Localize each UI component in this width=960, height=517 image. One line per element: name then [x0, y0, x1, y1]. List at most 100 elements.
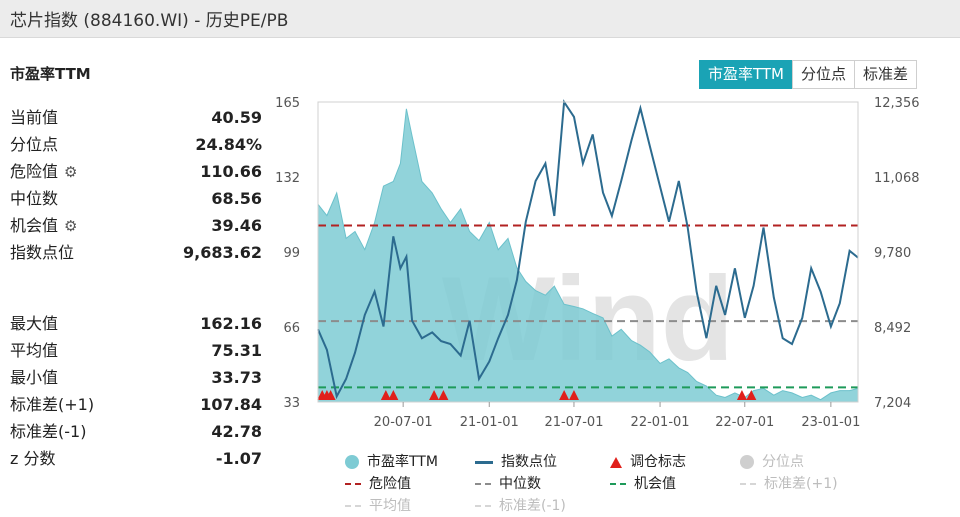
- stat-label: 标准差(-1): [10, 422, 87, 441]
- legend-label: 机会值: [634, 476, 676, 492]
- legend-label: 市盈率TTM: [367, 454, 438, 470]
- x-tick-label: 21-07-01: [544, 415, 603, 430]
- y-right-tick-label: 9,780: [874, 246, 911, 261]
- metric-tabs: 市盈率TTM 分位点 标准差: [699, 60, 918, 89]
- legend-label: 标准差(+1): [764, 476, 838, 492]
- stat-value: 39.46: [211, 216, 262, 235]
- legend-item[interactable]: 分位点: [740, 451, 804, 473]
- x-tick-label: 23-01-01: [801, 415, 860, 430]
- stat-value: 68.56: [211, 189, 262, 208]
- legend-triangle-icon: [610, 456, 622, 468]
- stat-value: 33.73: [211, 368, 262, 387]
- stat-value: 162.16: [200, 314, 262, 333]
- gear-icon[interactable]: ⚙: [64, 217, 78, 235]
- rebalance-marker[interactable]: [388, 390, 399, 400]
- stat-label: 标准差(+1): [10, 395, 95, 414]
- y-left-tick-label: 33: [283, 396, 300, 411]
- stat-max: 最大值 162.16: [10, 310, 262, 337]
- legend-label: 标准差(-1): [499, 498, 566, 514]
- pe-area-series: [317, 108, 859, 403]
- stat-median: 中位数 68.56: [10, 185, 262, 212]
- legend-dash-icon: [610, 483, 626, 485]
- legend-dash-icon: [345, 505, 361, 507]
- tab-pe-ttm[interactable]: 市盈率TTM: [699, 60, 794, 89]
- y-right-tick-label: 12,356: [874, 96, 920, 111]
- stat-label: 当前值: [10, 108, 59, 127]
- stat-label: 最大值: [10, 314, 59, 333]
- legend-label: 调仓标志: [630, 454, 686, 470]
- title-bar: 芯片指数 (884160.WI) - 历史PE/PB: [0, 0, 960, 38]
- legend-item[interactable]: 标准差(-1): [475, 495, 566, 517]
- y-left-tick-label: 66: [283, 321, 300, 336]
- legend-item[interactable]: 平均值: [345, 495, 411, 517]
- plot-frame: [317, 101, 859, 403]
- rebalance-marker[interactable]: [429, 390, 440, 400]
- stat-mean: 平均值 75.31: [10, 337, 262, 364]
- stat-opportunity: 机会值 ⚙ 39.46: [10, 212, 262, 239]
- legend-line-icon: [475, 460, 493, 464]
- stat-value: 75.31: [211, 341, 262, 360]
- legend-item[interactable]: 机会值: [610, 473, 676, 495]
- tab-std-dev[interactable]: 标准差: [854, 60, 918, 89]
- y-right-tick-label: 11,068: [874, 171, 920, 186]
- stat-value: 40.59: [211, 108, 262, 127]
- stat-label: 指数点位: [10, 243, 75, 262]
- x-tick-label: 22-01-01: [631, 415, 690, 430]
- y-left-tick-label: 99: [283, 246, 300, 261]
- stat-label: 危险值: [10, 162, 59, 181]
- y-left-tick-label: 165: [275, 96, 300, 111]
- stat-value: 107.84: [200, 395, 262, 414]
- rebalance-marker[interactable]: [559, 390, 570, 400]
- stat-label: 最小值: [10, 368, 59, 387]
- stat-value: 24.84%: [195, 135, 262, 154]
- legend-label: 分位点: [762, 454, 804, 470]
- y-left-tick-label: 132: [275, 171, 300, 186]
- y-right-tick-label: 7,204: [874, 396, 911, 411]
- legend-dash-icon: [345, 483, 361, 485]
- x-tick-label: 21-01-01: [460, 415, 519, 430]
- rebalance-marker[interactable]: [325, 390, 336, 400]
- stat-label: 中位数: [10, 189, 59, 208]
- legend-dash-icon: [475, 483, 491, 485]
- legend-item[interactable]: 市盈率TTM: [345, 451, 438, 473]
- stat-z-score: z 分数 -1.07: [10, 445, 262, 472]
- stat-current: 当前值 40.59: [10, 104, 262, 131]
- stat-label: z 分数: [10, 449, 56, 468]
- rebalance-marker[interactable]: [438, 390, 449, 400]
- stat-label: 分位点: [10, 135, 59, 154]
- legend-label: 中位数: [499, 476, 541, 492]
- legend-label: 平均值: [369, 498, 411, 514]
- index-line-series: [317, 99, 859, 400]
- legend-dash-icon: [475, 505, 491, 507]
- rebalance-marker[interactable]: [746, 390, 757, 400]
- legend-dash-icon: [740, 483, 756, 485]
- legend-item[interactable]: 危险值: [345, 473, 411, 495]
- tab-percentile[interactable]: 分位点: [792, 60, 856, 89]
- legend-item[interactable]: 中位数: [475, 473, 541, 495]
- legend-label: 指数点位: [501, 454, 557, 470]
- stat-value: 110.66: [200, 162, 262, 181]
- x-tick-label: 22-07-01: [715, 415, 774, 430]
- legend-label: 危险值: [369, 476, 411, 492]
- rebalance-marker[interactable]: [568, 390, 579, 400]
- window-title: 芯片指数 (884160.WI) - 历史PE/PB: [10, 11, 289, 31]
- legend-item[interactable]: 指数点位: [475, 451, 557, 473]
- pe-chart[interactable]: Wind 16513299663312,35611,0689,7808,4927…: [270, 90, 960, 440]
- stat-percentile: 分位点 24.84%: [10, 131, 262, 158]
- rebalance-marker[interactable]: [736, 390, 747, 400]
- stat-value: 42.78: [211, 422, 262, 441]
- legend-circle-icon: [740, 455, 754, 469]
- stat-label: 机会值: [10, 216, 59, 235]
- legend-item[interactable]: 调仓标志: [610, 451, 686, 473]
- chart-legend: 市盈率TTM 指数点位 调仓标志 分位点危险值 中位数 机会值 标准差(+1) 平均值 标准差(…: [345, 451, 905, 514]
- rebalance-marker[interactable]: [380, 390, 391, 400]
- stat-danger: 危险值 ⚙ 110.66: [10, 158, 262, 185]
- stat-label: 平均值: [10, 341, 59, 360]
- stat-min: 最小值 33.73: [10, 364, 262, 391]
- x-tick-label: 20-07-01: [374, 415, 433, 430]
- gear-icon[interactable]: ⚙: [64, 163, 78, 181]
- y-right-tick-label: 8,492: [874, 321, 911, 336]
- legend-item[interactable]: 标准差(+1): [740, 473, 838, 495]
- stat-std-minus: 标准差(-1) 42.78: [10, 418, 262, 445]
- legend-circle-icon: [345, 455, 359, 469]
